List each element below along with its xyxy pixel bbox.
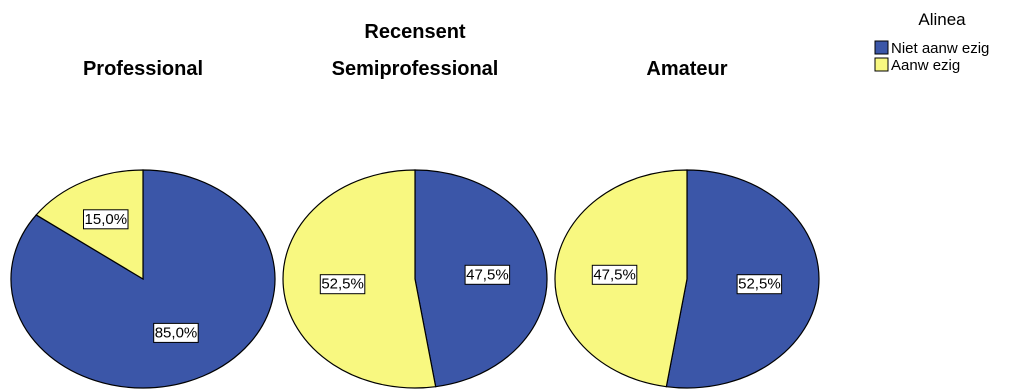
pie-title-semiprofessional: Semiprofessional bbox=[332, 58, 499, 80]
svg-text:47,5%: 47,5% bbox=[593, 266, 636, 283]
legend-label-niet-aanwezig: Niet aanw ezig bbox=[891, 40, 989, 57]
legend-swatch-aanwezig bbox=[874, 57, 889, 72]
chart-title: Recensent bbox=[364, 21, 465, 43]
svg-text:47,5%: 47,5% bbox=[466, 266, 509, 283]
pie-data-label-semiprofessional-aanw-ezig: 52,5% bbox=[319, 274, 366, 295]
svg-text:15,0%: 15,0% bbox=[85, 211, 128, 228]
pie-data-label-professional-aanw-ezig: 15,0% bbox=[83, 209, 129, 230]
legend: Alinea Niet aanw ezig Aanw ezig bbox=[874, 10, 989, 74]
legend-title: Alinea bbox=[918, 10, 966, 29]
pie-title-amateur: Amateur bbox=[646, 58, 727, 80]
svg-text:52,5%: 52,5% bbox=[738, 276, 781, 293]
legend-swatch-niet-aanwezig bbox=[874, 40, 889, 55]
svg-text:85,0%: 85,0% bbox=[155, 324, 198, 341]
pie-data-label-amateur-niet-aanw-ezig: 52,5% bbox=[736, 274, 783, 295]
svg-text:52,5%: 52,5% bbox=[321, 276, 364, 293]
pie-data-label-semiprofessional-niet-aanw-ezig: 47,5% bbox=[464, 264, 511, 285]
pie-title-professional: Professional bbox=[83, 58, 203, 80]
legend-label-aanwezig: Aanw ezig bbox=[891, 57, 960, 74]
pies-group: Professional 85,0% 15,0% Semiprofessional 47… bbox=[10, 58, 820, 389]
pie-data-label-amateur-aanw-ezig: 47,5% bbox=[591, 264, 638, 285]
pie-data-label-professional-niet-aanw-ezig: 85,0% bbox=[153, 322, 199, 343]
